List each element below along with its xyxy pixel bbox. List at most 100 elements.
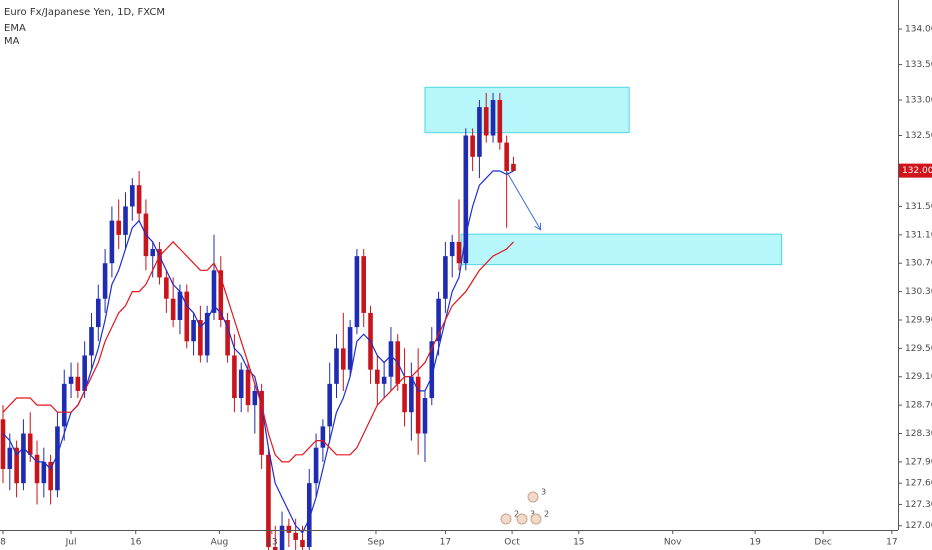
candle-body [48,461,53,491]
candle-body [327,383,332,427]
candle-body [449,241,455,257]
candle-body [218,270,224,320]
x-tick-label: 13 [266,538,277,548]
y-tick-label: 128.300 [905,429,932,439]
candle-body [21,433,26,484]
y-tick-label: 133.000 [905,96,932,106]
candle-body [245,369,251,406]
candle-body [136,185,142,214]
candle-body [429,341,435,399]
candle-body [0,419,6,469]
candle-body [354,256,360,328]
candle-body [415,376,421,434]
candle-body [157,249,162,278]
candle-body [102,263,108,299]
y-tick-label: 130.700 [905,259,932,269]
last-price-box [899,163,932,178]
y-tick-label: 131.500 [905,202,932,212]
candle-body [293,532,298,540]
candle-body [55,426,60,491]
y-tick-label: 129.900 [905,315,932,325]
candle-body [436,298,441,342]
candle-body [252,390,258,406]
x-tick-label: Jul [65,538,77,548]
candle-body [409,376,414,413]
x-tick-label: 15 [573,538,584,548]
candle-body [27,433,33,455]
candle-body [347,327,353,370]
candle-body [225,319,230,356]
candle-body [198,319,203,356]
candle-body [89,327,94,356]
x-tick-label: Aug [211,538,229,548]
event-badge [500,513,512,525]
candle-body [7,447,13,469]
indicator-label: MA [4,36,20,47]
candle-body [497,100,503,143]
y-tick-label: 127.900 [905,457,932,467]
candle-body [14,447,19,484]
plot-area [0,86,783,550]
candle-body [504,142,509,171]
candle-body [483,107,489,136]
candle-body [341,348,346,370]
candle-body [95,298,101,328]
candle-body [123,206,128,235]
event-badge [527,491,539,503]
y-tick-label: 129.100 [905,372,932,382]
ma-line [2,241,514,463]
x-tick-label: 19 [749,538,761,548]
candle-body [272,547,278,550]
candle-body [279,525,285,550]
candle-body [313,447,319,484]
ema-line [2,170,514,534]
x-tick-label: 17 [886,538,897,548]
zone-box [424,86,630,134]
candle-body [164,277,169,299]
candle-body [422,398,428,434]
candle-body [334,348,339,384]
candle-body [381,376,387,384]
candle-body [75,376,81,391]
candle-body [130,185,135,207]
y-tick-label: 133.500 [905,60,932,70]
x-tick-label: 8 [0,538,6,548]
candle-body [361,256,367,313]
event-badge [530,513,542,525]
event-badge-count: 2 [544,510,549,519]
x-tick-label: 17 [440,538,451,548]
candle-body [109,220,115,264]
candle-body [170,298,176,320]
event-badge [516,513,528,525]
last-price-label: 132.005 [902,166,932,176]
candle-body [34,454,40,484]
y-tick-label: 128.700 [905,401,932,411]
candle-body [238,369,244,399]
candle-body [300,539,305,548]
candle-body [266,454,271,548]
y-tick-label: 130.300 [905,287,932,297]
candle-body [116,220,121,235]
x-tick-label: Oct [504,538,520,548]
candle-body [150,249,156,257]
indicator-label: EMA [4,23,26,34]
candle-body [306,483,312,548]
candle-body [511,163,516,171]
y-tick-label: 127.000 [905,521,932,531]
zone-box [460,233,783,266]
candle-body [204,312,210,356]
candle-body [463,135,469,264]
candle-body [61,383,67,427]
candle-body [388,341,394,377]
arrow-line [506,171,542,231]
candle-body [177,291,183,320]
candle-body [456,241,462,264]
candle-body [191,319,196,342]
candle-body [184,291,190,342]
y-tick-label: 127.600 [905,479,932,489]
x-tick-label: Sep [367,538,384,548]
candle-body [490,100,496,136]
candle-body [232,355,237,399]
candle-body [82,355,87,391]
